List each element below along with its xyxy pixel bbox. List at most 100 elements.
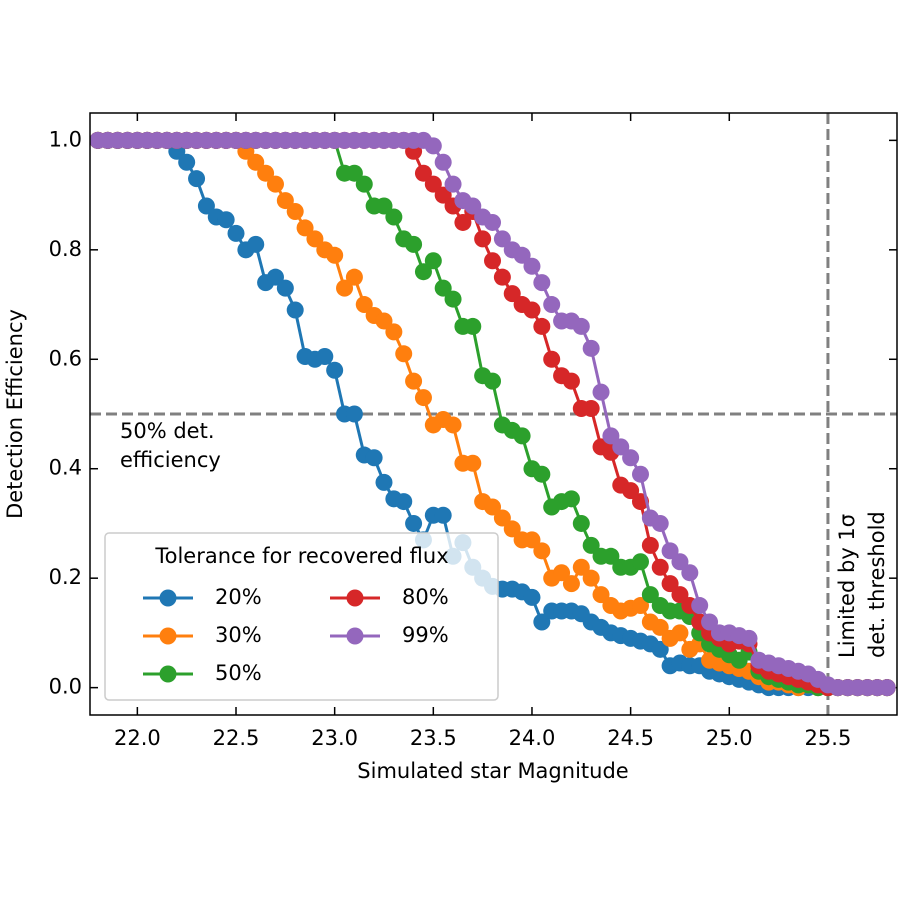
data-point (513, 427, 531, 445)
data-point (493, 230, 511, 248)
data-point (326, 246, 344, 264)
data-point (375, 473, 393, 491)
data-point (266, 175, 284, 193)
annotation: Limited by 1σ (835, 514, 859, 658)
data-point (385, 208, 403, 226)
data-point (878, 679, 896, 697)
data-point (513, 246, 531, 264)
annotation: 50% det. (120, 419, 215, 443)
data-point (572, 514, 590, 532)
legend-label: 30% (215, 623, 262, 647)
y-tick-label: 0.4 (49, 456, 82, 480)
data-point (651, 618, 669, 636)
data-point (651, 514, 669, 532)
data-point (622, 482, 640, 500)
data-point (631, 597, 649, 615)
data-point (691, 597, 709, 615)
data-point (345, 164, 363, 182)
data-point (562, 490, 580, 508)
plot-area (90, 113, 897, 715)
y-axis-label: Detection Efficiency (3, 309, 27, 519)
data-point (671, 624, 689, 642)
data-point (553, 564, 571, 582)
data-point (503, 285, 521, 303)
legend-label: 80% (402, 585, 449, 609)
data-point (444, 290, 462, 308)
data-point (523, 301, 541, 319)
legend-title: Tolerance for recovered flux (154, 544, 448, 568)
legend-marker (159, 589, 177, 607)
data-point (375, 197, 393, 215)
annotation: det. threshold (865, 511, 889, 658)
data-point (257, 164, 275, 182)
legend-label: 20% (215, 585, 262, 609)
data-point (444, 416, 462, 434)
data-point (523, 257, 541, 275)
legend-marker (159, 627, 177, 645)
data-point (266, 268, 284, 286)
data-point (582, 339, 600, 357)
data-point (414, 263, 432, 281)
data-point (533, 317, 551, 335)
x-axis-label: Simulated star Magnitude (357, 759, 628, 783)
legend-label: 50% (215, 661, 262, 685)
data-point (651, 558, 669, 576)
data-point (286, 203, 304, 221)
data-point (582, 536, 600, 554)
data-point (562, 372, 580, 390)
x-tick-label: 23.0 (311, 726, 358, 750)
data-point (355, 296, 373, 314)
data-point (484, 252, 502, 270)
data-point (612, 438, 630, 456)
data-point (405, 235, 423, 253)
data-point (405, 514, 423, 532)
data-point (188, 170, 206, 188)
data-point (523, 588, 541, 606)
data-point (464, 454, 482, 472)
data-point (484, 372, 502, 390)
data-point (414, 164, 432, 182)
data-point (434, 186, 452, 204)
data-point (602, 547, 620, 565)
data-point (375, 312, 393, 330)
annotation: efficiency (120, 448, 221, 472)
data-point (434, 153, 452, 171)
data-point (395, 345, 413, 363)
data-point (464, 317, 482, 335)
data-point (306, 230, 324, 248)
data-point (227, 224, 245, 242)
data-point (178, 153, 196, 171)
y-tick-label: 0.2 (49, 565, 82, 589)
data-point (405, 372, 423, 390)
y-tick-label: 0.6 (49, 346, 82, 370)
data-point (572, 317, 590, 335)
data-point (345, 268, 363, 286)
data-point (197, 197, 215, 215)
legend-marker (346, 589, 364, 607)
legend-marker (346, 627, 364, 645)
data-point (651, 640, 669, 658)
data-point (641, 536, 659, 554)
legend-box (104, 532, 499, 701)
x-tick-label: 25.0 (706, 726, 753, 750)
data-point (533, 613, 551, 631)
data-point (424, 137, 442, 155)
data-point (484, 498, 502, 516)
data-point (503, 520, 521, 538)
data-point (661, 542, 679, 560)
data-point (572, 558, 590, 576)
data-point (740, 629, 758, 647)
legend-marker (159, 665, 177, 683)
data-point (286, 301, 304, 319)
data-point (345, 405, 363, 423)
data-point (276, 279, 294, 297)
plot-frame (89, 112, 898, 716)
data-point (671, 553, 689, 571)
data-point (671, 586, 689, 604)
data-point (631, 553, 649, 571)
data-point (247, 235, 265, 253)
data-point (631, 465, 649, 483)
data-point (414, 389, 432, 407)
